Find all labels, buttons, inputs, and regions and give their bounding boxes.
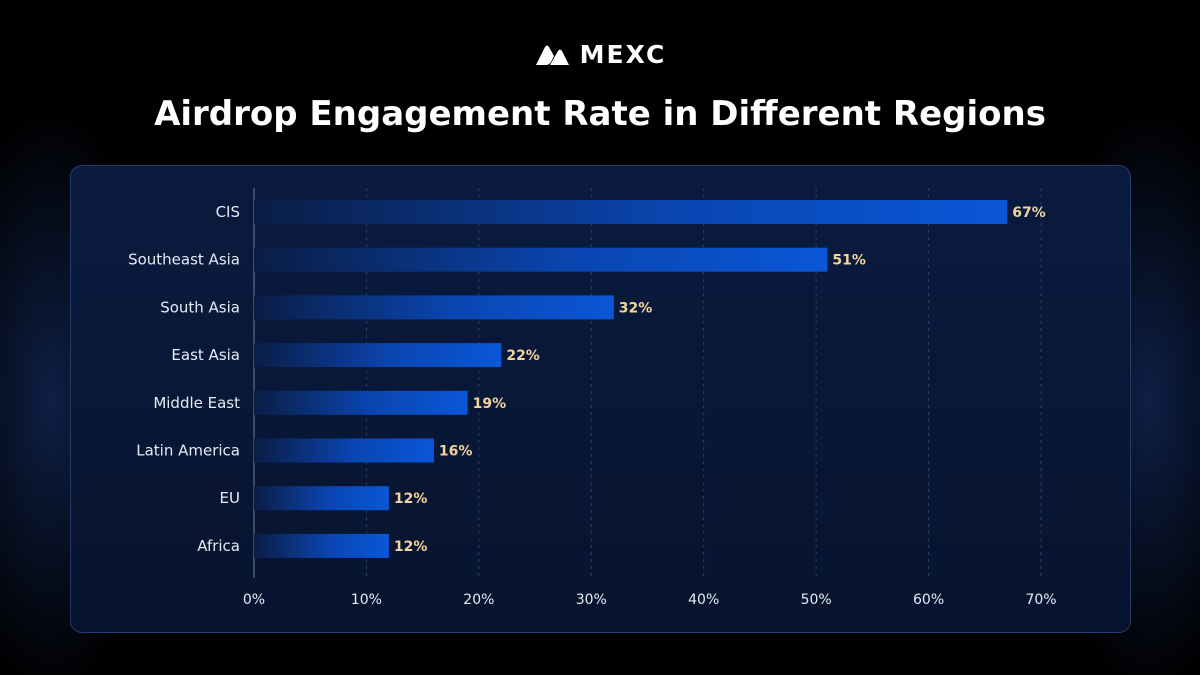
x-tick-label: 40% [688,592,719,608]
value-label: 19% [473,396,507,412]
x-tick-label: 60% [913,592,944,608]
category-label: Africa [197,537,240,555]
bar [254,247,828,272]
category-label: Latin America [136,442,240,460]
category-label: Southeast Asia [128,251,240,269]
x-tick-label: 0% [243,592,265,608]
category-label: EU [220,489,240,507]
value-label: 12% [394,491,428,507]
x-tick-label: 70% [1025,592,1056,608]
mexc-mountain-logo-icon [535,45,569,65]
bar [254,438,434,463]
value-label: 12% [394,539,428,555]
category-label: Middle East [153,394,240,412]
bar [254,200,1008,224]
category-label: East Asia [171,346,240,364]
bar [254,343,502,368]
bar [254,486,389,511]
bar [254,295,614,320]
x-tick-label: 50% [801,592,832,608]
chart-title: Airdrop Engagement Rate in Different Reg… [154,94,1046,134]
value-label: 67% [1012,205,1046,221]
x-tick-label: 30% [576,592,607,608]
chart-panel [70,165,1131,633]
value-label: 16% [439,444,473,460]
bar [254,533,389,558]
category-label: CIS [216,203,240,221]
category-label: South Asia [160,298,240,316]
bar [254,390,468,415]
value-label: 51% [832,253,866,269]
brand-header: MEXC [0,40,1200,69]
x-tick-label: 20% [463,592,494,608]
brand-name: MEXC [579,40,667,69]
value-label: 32% [619,300,653,316]
value-label: 22% [506,348,540,364]
x-tick-label: 10% [351,592,382,608]
